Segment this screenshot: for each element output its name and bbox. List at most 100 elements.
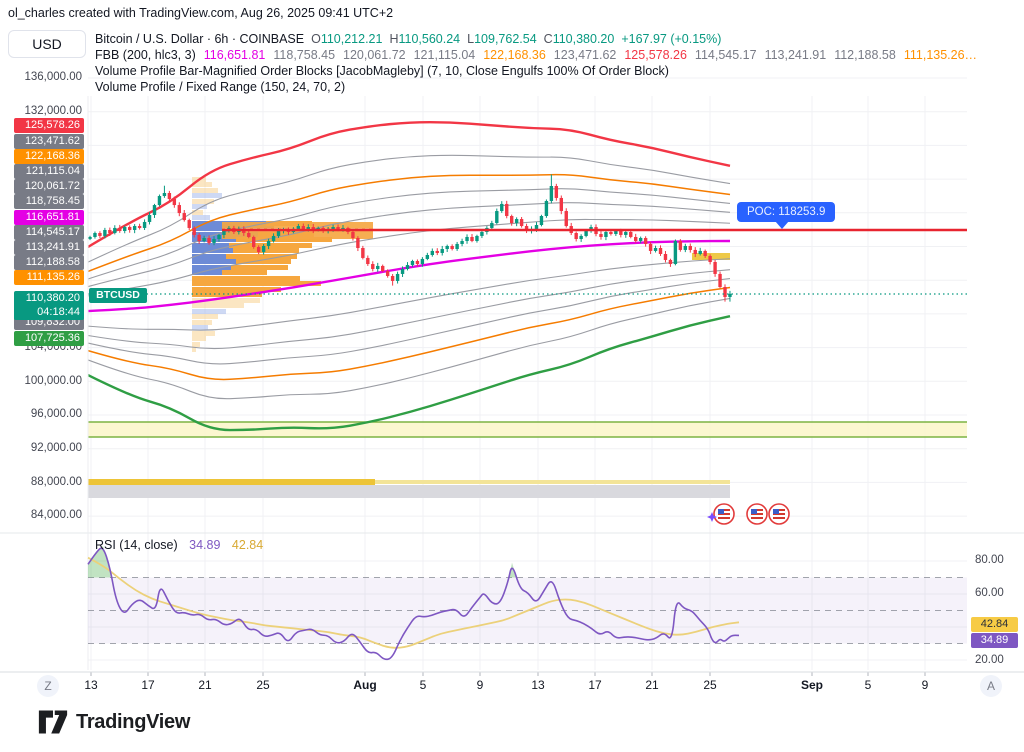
time-axis-tick[interactable]: 9: [476, 678, 484, 692]
rsi-overbought-fill: [88, 546, 112, 578]
fbb-value: 116,651.81: [203, 48, 266, 62]
fbb-band--0.618: [87, 286, 731, 381]
legend-fbb-row[interactable]: FBB (200, hlc3, 3) 116,651.81 118,758.45 12…: [95, 47, 977, 63]
rsi-axis-label: 60.00: [975, 587, 1004, 599]
fbb-band-+0.618: [87, 173, 731, 273]
price-axis-label: 100,000.00: [24, 375, 82, 387]
auto-scale-button[interactable]: A: [980, 675, 1002, 697]
rsi-title[interactable]: RSI (14, close): [95, 538, 178, 552]
time-axis-tick[interactable]: 17: [588, 678, 602, 692]
us-flag-event-icon: [768, 503, 790, 525]
time-axis-tick[interactable]: 21: [645, 678, 659, 692]
poc-callout[interactable]: POC: 118253.9: [737, 202, 836, 222]
price-axis-label: 84,000.00: [30, 509, 82, 521]
fbb-value: 112,188.58: [834, 48, 896, 62]
time-axis-tick[interactable]: 13: [84, 678, 98, 692]
fbb-values: 116,651.81 118,758.45 120,061.72 121,115.04…: [196, 48, 977, 62]
price-axis-badge: 113,241.91: [14, 239, 84, 255]
time-axis-tick[interactable]: Aug: [353, 678, 377, 692]
rsi-axis-label: 80.00: [975, 554, 1004, 566]
tradingview-logo[interactable]: TradingView: [38, 709, 190, 735]
chart-legend: Bitcoin / U.S. Dollar · 6h · COINBASE O11…: [95, 31, 977, 95]
time-axis-tick[interactable]: 21: [198, 678, 212, 692]
price-axis-badge: 111,135.26: [14, 269, 84, 285]
ohlc-low: L109,762.54: [467, 32, 537, 46]
legend-vp-order-blocks-row[interactable]: Volume Profile Bar-Magnified Order Block…: [95, 64, 669, 78]
price-axis-badge: 125,578.26: [14, 117, 84, 133]
current-price: 110,380.20: [25, 292, 80, 304]
time-axis-tick[interactable]: 25: [703, 678, 717, 692]
price-axis-badge: 120,061.72: [14, 178, 84, 194]
time-axis-tick[interactable]: 25: [256, 678, 270, 692]
price-axis-badge: 122,168.36: [14, 148, 84, 164]
fbb-band-+0.382: [87, 202, 731, 288]
legend-vp-fixed-range-row[interactable]: Volume Profile / Fixed Range (150, 24, 7…: [95, 80, 346, 94]
price-axis-label: 132,000.00: [24, 105, 82, 117]
tradingview-logo-icon: [38, 710, 68, 734]
currency-button[interactable]: USD: [8, 30, 86, 58]
fbb-band--0.5: [87, 278, 731, 365]
rsi-legend[interactable]: RSI (14, close) 34.89 42.84: [95, 538, 263, 552]
fbb-value: 122,168.36: [483, 48, 546, 62]
fbb-band-+0.5: [87, 188, 731, 280]
price-axis-badge: 123,471.62: [14, 133, 84, 149]
ohlc-open: O110,212.21: [311, 32, 383, 46]
price-axis-label: 136,000.00: [24, 71, 82, 83]
fbb-band--0.236: [87, 258, 731, 331]
fbb-value: 118,758.45: [273, 48, 336, 62]
fbb-value: 113,241.91: [764, 48, 827, 62]
candles: [88, 174, 732, 302]
rsi-axis-label: 20.00: [975, 654, 1004, 666]
rsi-axis-badge: 34.89: [971, 632, 1018, 648]
economic-event-icons[interactable]: [707, 503, 790, 525]
rsi-ma-line: [87, 556, 740, 649]
fbb-label[interactable]: FBB (200, hlc3, 3): [95, 48, 196, 62]
price-axis-badge: 118,758.45: [14, 193, 84, 209]
change-value: +167.97 (+0.15%): [621, 32, 722, 46]
green-bordered-yellow-zone: [88, 422, 967, 437]
time-axis-tick[interactable]: 17: [141, 678, 155, 692]
timezone-button[interactable]: Z: [37, 675, 59, 697]
gold-stripe: [88, 479, 375, 485]
ohlc-high: H110,560.24: [389, 32, 461, 46]
fbb-bands: [87, 120, 731, 432]
us-flag-event-icon: [713, 503, 735, 525]
time-axis-tick[interactable]: 5: [419, 678, 427, 692]
time-axis-tick[interactable]: 9: [921, 678, 929, 692]
gray-zone: [88, 485, 730, 498]
current-price-badge: 110,380.20 04:18:44: [14, 291, 84, 320]
rsi-pane: [87, 546, 967, 661]
fbb-band-+0.764: [87, 154, 731, 263]
price-axis-badge: 114,545.17: [14, 224, 84, 240]
time-axis-tick[interactable]: 13: [531, 678, 545, 692]
poc-callout-pointer: [775, 221, 789, 229]
rsi-axis-badge: 42.84: [971, 616, 1018, 632]
fbb-band-+1: [87, 120, 731, 249]
rsi-value: 34.89: [189, 538, 221, 552]
time-axis-tick[interactable]: 5: [864, 678, 872, 692]
bar-countdown: 04:18:44: [37, 306, 80, 318]
fbb-band--1: [87, 315, 731, 432]
price-axis-badge: 112,188.58: [14, 254, 84, 270]
rsi-line: [87, 547, 740, 661]
fbb-value: 114,545.17: [694, 48, 757, 62]
price-axis-label: 92,000.00: [30, 442, 82, 454]
fbb-band-+0.236: [87, 218, 731, 297]
legend-symbol-row[interactable]: Bitcoin / U.S. Dollar · 6h · COINBASE O11…: [95, 31, 977, 47]
time-axis-tick[interactable]: Sep: [800, 678, 823, 692]
symbol-title[interactable]: Bitcoin / U.S. Dollar · 6h · COINBASE: [95, 32, 305, 46]
fbb-band--0.382: [87, 269, 731, 350]
fbb-value: 123,471.62: [553, 48, 617, 62]
snapshot-watermark: ol_charles created with TradingView.com,…: [8, 6, 394, 20]
price-axis-badge: 116,651.81: [14, 209, 84, 225]
price-zones: [88, 421, 967, 498]
fbb-value: 125,578.26: [624, 48, 687, 62]
volume-profile: [192, 177, 332, 352]
ohlc-close: C110,380.20: [543, 32, 615, 46]
fbb-value: 111,135.26…: [903, 48, 978, 62]
fbb-band--0.764: [87, 297, 731, 400]
price-axis-label: 96,000.00: [30, 408, 82, 420]
fbb-value: 120,061.72: [343, 48, 406, 62]
price-axis-badge: 121,115.04: [14, 163, 84, 179]
